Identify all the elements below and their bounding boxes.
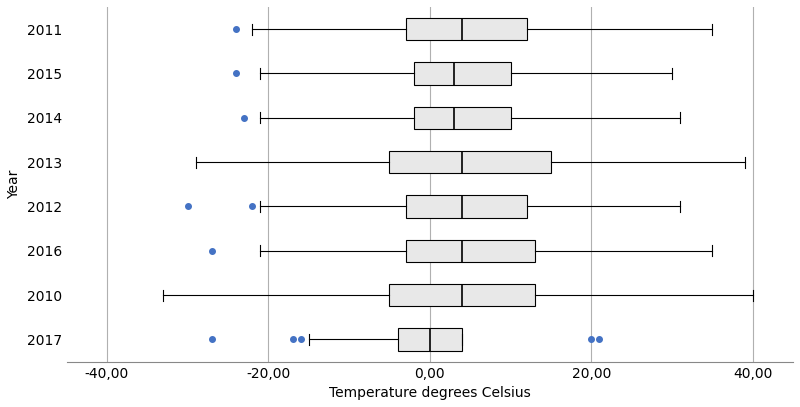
- PathPatch shape: [414, 62, 510, 85]
- PathPatch shape: [398, 328, 462, 350]
- PathPatch shape: [390, 284, 534, 306]
- PathPatch shape: [406, 195, 526, 218]
- PathPatch shape: [414, 107, 510, 129]
- PathPatch shape: [406, 18, 526, 40]
- PathPatch shape: [390, 151, 551, 173]
- PathPatch shape: [406, 240, 534, 262]
- Y-axis label: Year: Year: [7, 170, 21, 199]
- X-axis label: Temperature degrees Celsius: Temperature degrees Celsius: [329, 386, 530, 400]
